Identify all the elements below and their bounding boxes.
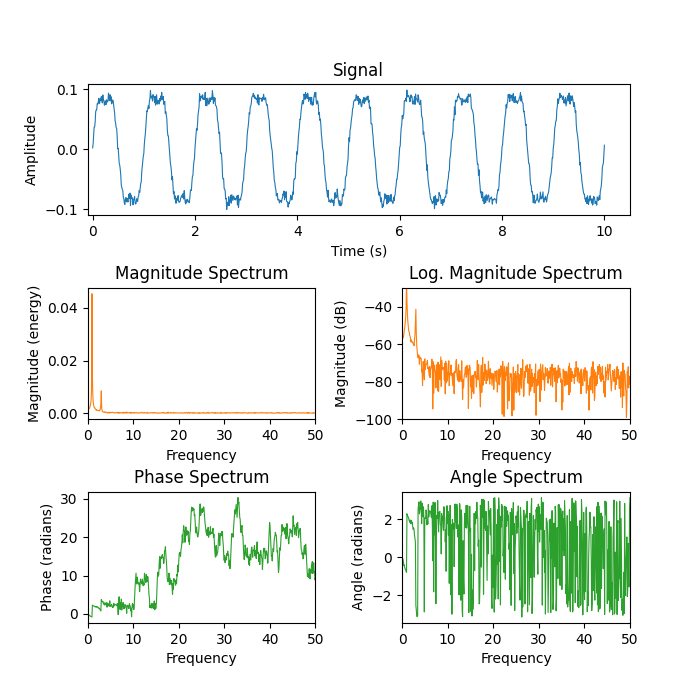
X-axis label: Frequency: Frequency: [480, 652, 552, 666]
Title: Log. Magnitude Spectrum: Log. Magnitude Spectrum: [410, 265, 623, 284]
Title: Phase Spectrum: Phase Spectrum: [134, 469, 270, 487]
Y-axis label: Angle (radians): Angle (radians): [352, 504, 366, 610]
X-axis label: Frequency: Frequency: [166, 449, 237, 463]
Y-axis label: Phase (radians): Phase (radians): [41, 503, 55, 611]
X-axis label: Frequency: Frequency: [480, 449, 552, 463]
Title: Angle Spectrum: Angle Spectrum: [449, 469, 582, 487]
Title: Magnitude Spectrum: Magnitude Spectrum: [115, 265, 288, 284]
X-axis label: Frequency: Frequency: [166, 652, 237, 666]
X-axis label: Time (s): Time (s): [330, 245, 387, 259]
Y-axis label: Magnitude (dB): Magnitude (dB): [335, 300, 349, 407]
Y-axis label: Amplitude: Amplitude: [25, 114, 38, 186]
Y-axis label: Magnitude (energy): Magnitude (energy): [27, 285, 41, 422]
Title: Signal: Signal: [333, 62, 384, 80]
